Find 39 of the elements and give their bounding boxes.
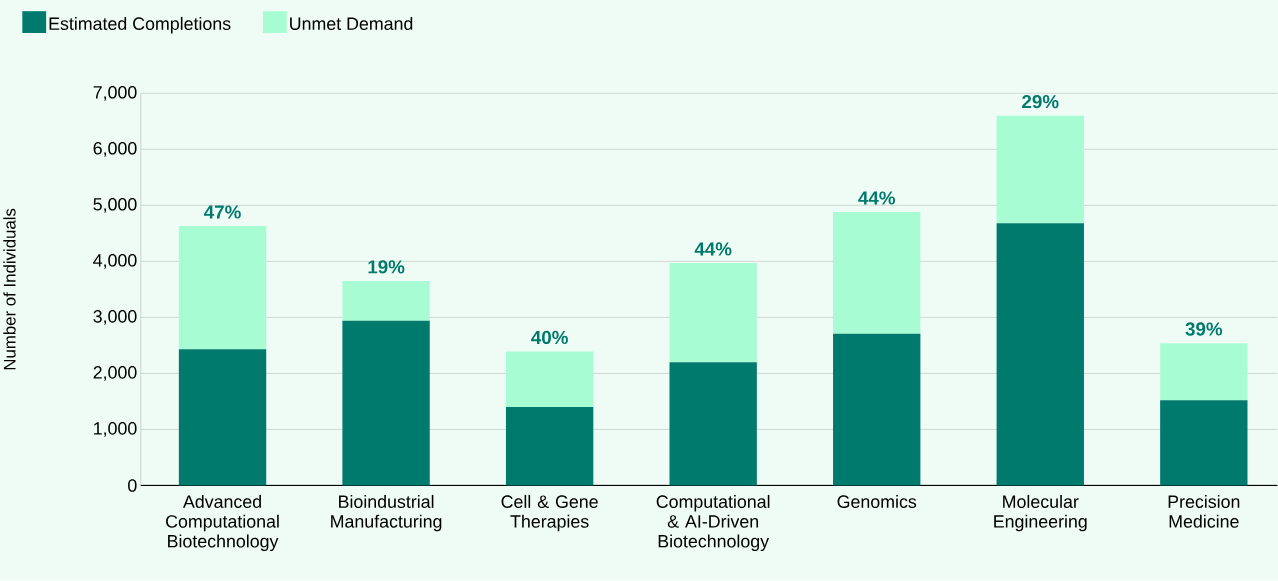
annotation: 40% (531, 330, 568, 345)
y-tick-label: 6,000 (93, 142, 137, 157)
annotation: 39% (1185, 322, 1223, 336)
bar (342, 320, 430, 486)
y-tick-label: 2,000 (93, 366, 137, 381)
y-axis-title: Number of Individuals (3, 208, 16, 370)
bar (178, 226, 267, 350)
x-tick-label: Molecular Engineering (994, 495, 1087, 532)
annotation: 44% (694, 242, 732, 256)
x-tick-label: Advanced Computational Biotechnology (166, 495, 279, 552)
bar (669, 263, 757, 363)
bar (996, 223, 1084, 486)
x-tick-label: Cell & Gene Therapies (501, 495, 598, 532)
bar (669, 362, 757, 486)
x-tick-label: Genomics (837, 495, 917, 509)
y-tick-label: 4,000 (93, 254, 137, 269)
bar (178, 349, 267, 486)
x-tick-label: Computational & AI-Driven Biotechnology (656, 495, 770, 552)
annotation: 19% (368, 260, 405, 274)
y-tick-label: 7,000 (93, 86, 137, 101)
x-tick-label: Precision Medicine (1168, 495, 1240, 528)
annotation: 44% (858, 191, 896, 205)
bar (1160, 343, 1248, 401)
bar (1160, 400, 1248, 486)
bar (505, 407, 594, 486)
legend-label: Unmet Demand (290, 17, 413, 31)
y-tick-label: 0 (128, 479, 137, 492)
bar (996, 115, 1084, 224)
annotation: 47% (204, 205, 241, 219)
y-tick-label: 1,000 (94, 422, 137, 437)
bar (505, 351, 594, 408)
x-tick-label: Bioindustrial Manufacturing (331, 495, 442, 532)
bar (342, 281, 430, 321)
annotation: 29% (1022, 95, 1059, 109)
y-tick-label: 5,000 (93, 198, 137, 213)
bar (833, 212, 921, 334)
y-tick-label: 3,000 (93, 310, 137, 325)
legend-label: Estimated Completions (49, 17, 231, 34)
bar (833, 333, 921, 486)
